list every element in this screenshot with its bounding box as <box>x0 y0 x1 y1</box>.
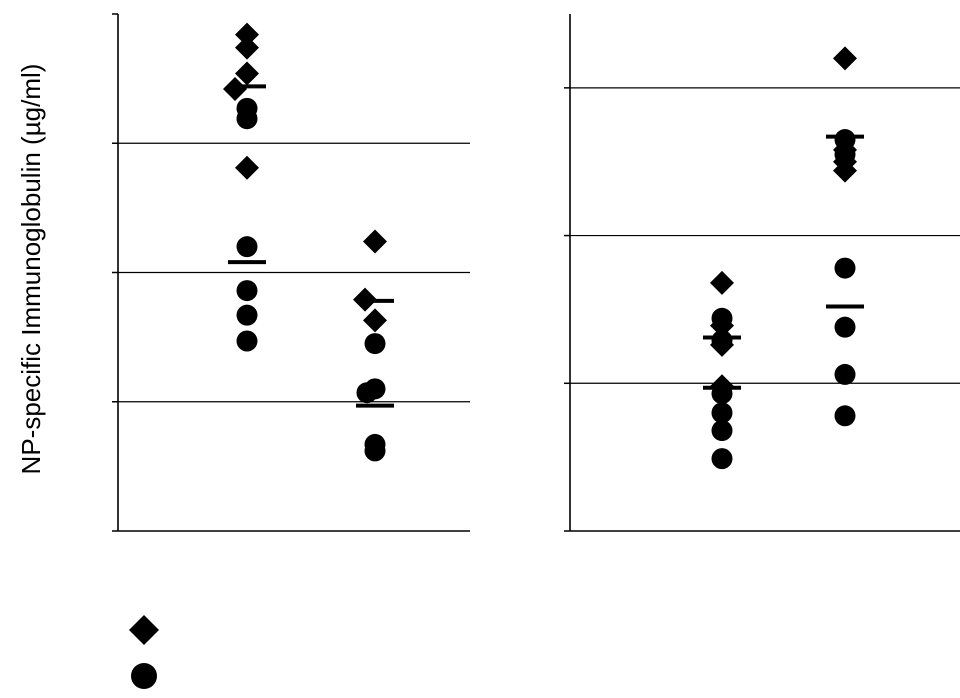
legend <box>129 615 159 689</box>
transgenic-point <box>364 440 386 462</box>
wildtype-point <box>363 308 387 333</box>
transgenic-point <box>711 448 733 470</box>
wildtype-point <box>235 22 259 47</box>
wildtype-point <box>833 46 857 71</box>
y-axis-label: NP-specific Immunoglobulin (µg/ml) <box>16 64 46 475</box>
transgenic-point <box>236 280 258 302</box>
transgenic-point <box>236 304 258 326</box>
legend-circle-icon <box>131 663 157 689</box>
legend-diamond-icon <box>129 615 159 645</box>
transgenic-point <box>834 257 856 279</box>
transgenic-point <box>834 143 856 165</box>
transgenic-point <box>236 108 258 130</box>
transgenic-point <box>711 329 733 351</box>
wildtype-point <box>363 229 387 254</box>
wildtype-point <box>833 158 857 183</box>
transgenic-point <box>834 405 856 427</box>
transgenic-point <box>236 330 258 352</box>
transgenic-point <box>834 129 856 151</box>
wildtype-point <box>235 61 259 86</box>
transgenic-point <box>711 307 733 329</box>
wildtype-point <box>223 76 247 101</box>
wildtype-point <box>235 155 259 180</box>
chart-right <box>564 14 960 532</box>
transgenic-point <box>711 420 733 442</box>
transgenic-point <box>711 402 733 424</box>
transgenic-point <box>364 333 386 355</box>
transgenic-point <box>834 316 856 338</box>
wildtype-point <box>710 270 734 295</box>
transgenic-point <box>236 236 258 258</box>
transgenic-point <box>356 382 378 404</box>
chart-left <box>112 13 470 532</box>
transgenic-point <box>834 363 856 385</box>
wildtype-point <box>235 35 259 60</box>
